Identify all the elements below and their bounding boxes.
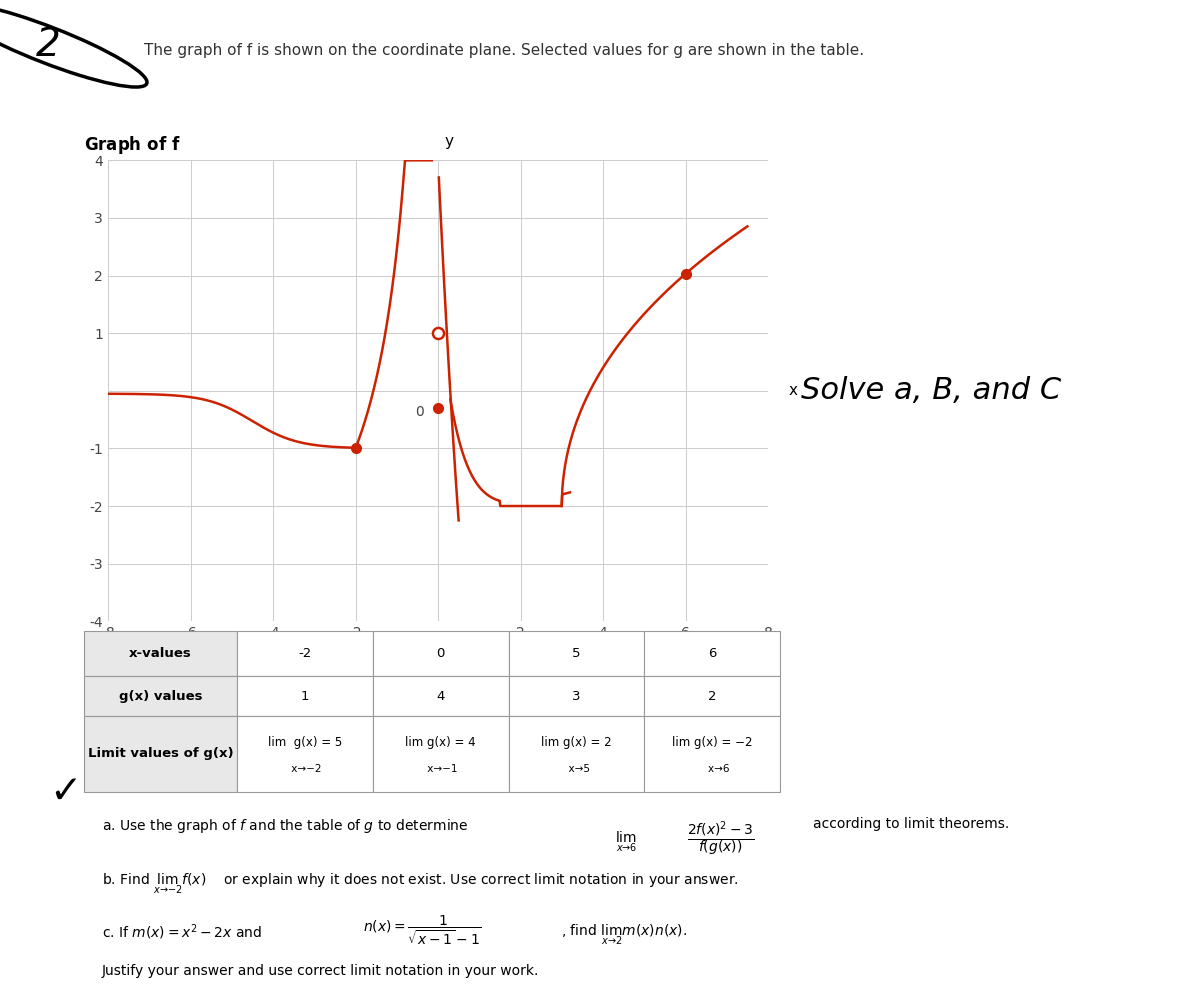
Text: Justify your answer and use correct limit notation in your work.: Justify your answer and use correct limi… [102, 964, 539, 978]
Text: Solve a, B, and C: Solve a, B, and C [802, 377, 1061, 405]
Bar [509, 676, 644, 716]
Bar [238, 631, 373, 676]
Text: a. Use the graph of $f$ and the table of $g$ to determine: a. Use the graph of $f$ and the table of… [102, 817, 468, 835]
Text: 1: 1 [301, 689, 310, 702]
Text: 2: 2 [36, 26, 60, 64]
Bar [84, 631, 238, 676]
Bar [238, 716, 373, 792]
Text: 2: 2 [708, 689, 716, 702]
Bar [238, 676, 373, 716]
Text: lim g(x) = −2: lim g(x) = −2 [672, 736, 752, 749]
Bar [84, 716, 238, 792]
Text: c. If $m(x) = x^2 - 2x$ and: c. If $m(x) = x^2 - 2x$ and [102, 922, 263, 942]
Bar [644, 631, 780, 676]
Text: lim  g(x) = 5: lim g(x) = 5 [268, 736, 342, 749]
Text: 3: 3 [572, 689, 581, 702]
Text: lim g(x) = 4: lim g(x) = 4 [406, 736, 476, 749]
Text: -2: -2 [299, 647, 312, 660]
Text: x→−1: x→−1 [424, 764, 457, 774]
Bar [644, 676, 780, 716]
Bar [644, 716, 780, 792]
Text: y: y [444, 134, 454, 148]
Text: lim g(x) = 2: lim g(x) = 2 [541, 736, 612, 749]
Bar [373, 676, 509, 716]
Text: b. Find $\lim_{x \to -2} f(x)$    or explain why it does not exist. Use correct : b. Find $\lim_{x \to -2} f(x)$ or explai… [102, 872, 739, 896]
Text: $\lim_{x \to 6}$: $\lim_{x \to 6}$ [616, 830, 637, 854]
Bar [84, 676, 238, 716]
Text: 0: 0 [437, 647, 445, 660]
Text: x: x [788, 384, 798, 398]
Text: x→6: x→6 [695, 764, 730, 774]
Text: , find $\lim_{x \to 2} m(x)n(x)$.: , find $\lim_{x \to 2} m(x)n(x)$. [562, 922, 688, 947]
Text: according to limit theorems.: according to limit theorems. [814, 817, 1009, 831]
Bar [373, 631, 509, 676]
Text: $\dfrac{2f(x)^2-3}{f(g(x))}$: $\dfrac{2f(x)^2-3}{f(g(x))}$ [688, 819, 755, 858]
Text: 6: 6 [708, 647, 716, 660]
Text: ✓: ✓ [49, 773, 82, 811]
Text: The graph of f is shown on the coordinate plane. Selected values for g are shown: The graph of f is shown on the coordinat… [144, 43, 864, 57]
Text: Graph of $\mathbf{f}$: Graph of $\mathbf{f}$ [84, 134, 180, 156]
Text: g(x) values: g(x) values [119, 689, 203, 702]
Text: 4: 4 [437, 689, 445, 702]
Text: $n(x) = \dfrac{1}{\sqrt{x-1}-1}$: $n(x) = \dfrac{1}{\sqrt{x-1}-1}$ [364, 914, 481, 947]
Text: 0: 0 [415, 405, 424, 419]
Text: x→5: x→5 [563, 764, 590, 774]
Text: x-values: x-values [130, 647, 192, 660]
Text: x→−2: x→−2 [288, 764, 322, 774]
Bar [373, 716, 509, 792]
Bar [509, 716, 644, 792]
Text: 5: 5 [572, 647, 581, 660]
Text: Limit values of g(x): Limit values of g(x) [88, 747, 233, 761]
Bar [509, 631, 644, 676]
